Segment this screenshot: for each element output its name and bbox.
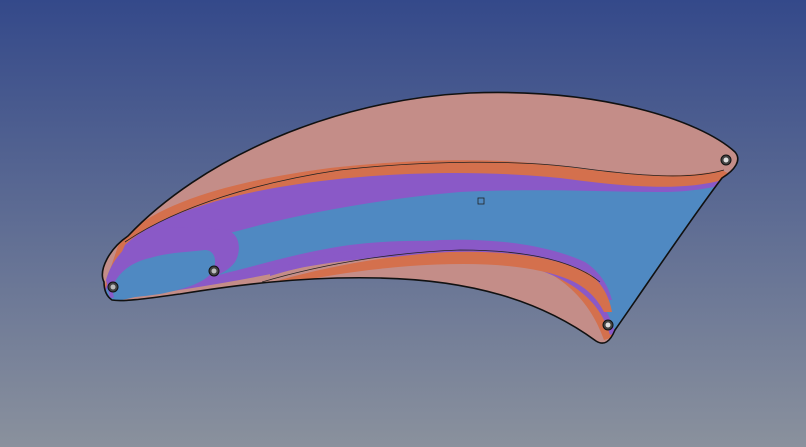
part-zone-blue <box>102 184 738 332</box>
part-outline <box>101 91 739 344</box>
surface-marker <box>477 197 485 205</box>
right-bottom-hole[interactable] <box>602 319 614 331</box>
contour-line-upper <box>124 161 725 243</box>
curved-part[interactable] <box>100 91 740 344</box>
part-zone-blue-left <box>112 250 216 298</box>
part-zone-orange-lower <box>280 251 612 312</box>
contour-line-lower <box>261 249 601 283</box>
left-hole-inner[interactable] <box>208 265 220 277</box>
left-hole-outer[interactable] <box>107 281 119 293</box>
right-top-hole[interactable] <box>720 154 732 166</box>
